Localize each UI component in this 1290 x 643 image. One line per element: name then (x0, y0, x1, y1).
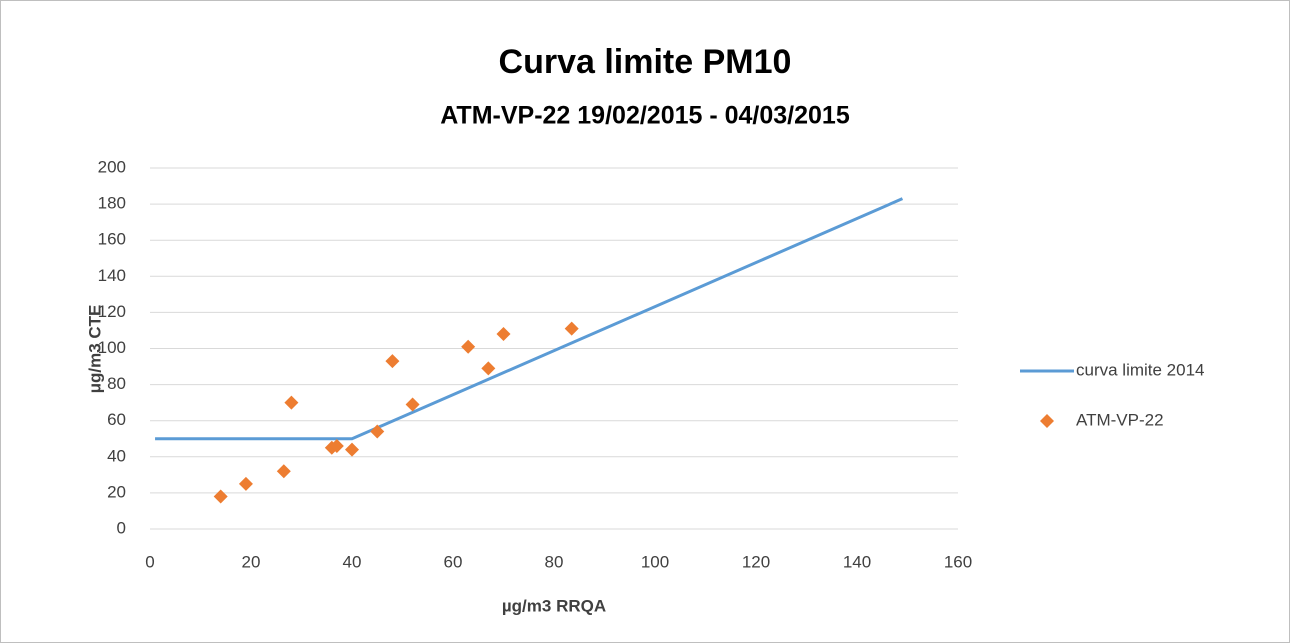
y-tick-label: 120 (98, 302, 126, 321)
scatter-point (213, 489, 228, 504)
scatter-point (461, 339, 476, 354)
y-tick-label: 80 (107, 374, 126, 393)
x-tick-label: 40 (343, 552, 362, 571)
scatter-point (284, 395, 299, 410)
legend-label: curva limite 2014 (1076, 360, 1205, 379)
x-tick-label: 160 (944, 552, 972, 571)
curve-line (155, 197, 904, 441)
x-tick-label: 100 (641, 552, 669, 571)
chart-title: Curva limite PM10 (499, 43, 792, 81)
scatter-point (385, 354, 400, 369)
y-tick-label: 40 (107, 446, 126, 465)
scatter-point (496, 327, 511, 342)
scatter-point (481, 361, 496, 376)
scatter-point (564, 321, 579, 336)
y-tick-label: 20 (107, 482, 126, 501)
legend-label: ATM-VP-22 (1076, 410, 1164, 429)
legend-swatch (1040, 414, 1054, 428)
x-tick-label: 60 (444, 552, 463, 571)
y-tick-label: 0 (117, 518, 126, 537)
scatter-point (345, 442, 359, 457)
y-tick-label: 60 (107, 410, 126, 429)
y-tick-label: 100 (98, 338, 126, 357)
x-tick-label: 80 (545, 552, 564, 571)
y-tick-label: 200 (98, 157, 126, 176)
x-tick-label: 120 (742, 552, 770, 571)
y-tick-label: 160 (98, 230, 126, 249)
chart-subtitle: ATM-VP-22 19/02/2015 - 04/03/2015 (440, 102, 850, 130)
scatter-point (238, 476, 253, 491)
x-tick-label: 140 (843, 552, 871, 571)
scatter-point (405, 397, 420, 412)
scatter-point (329, 438, 344, 453)
y-axis-label: μg/m3 CTE (85, 305, 104, 394)
y-tick-label: 140 (98, 266, 126, 285)
x-tick-label: 20 (242, 552, 261, 571)
x-axis-label: µg/m3 RRQA (502, 596, 606, 615)
x-tick-label: 0 (145, 552, 154, 571)
y-tick-label: 180 (98, 194, 126, 213)
scatter-point (276, 464, 291, 479)
scatter-point (370, 424, 385, 439)
